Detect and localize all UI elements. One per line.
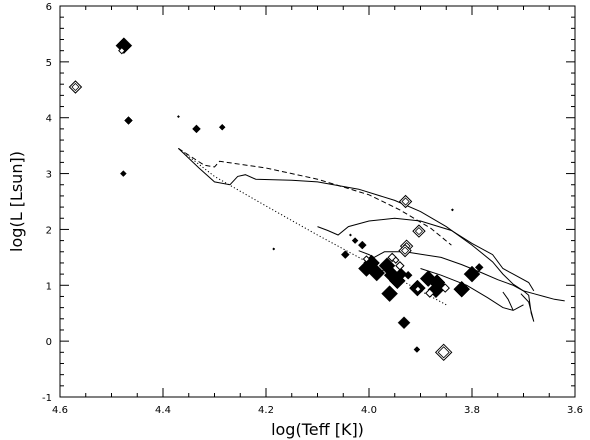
x-tick-label: 3.8 xyxy=(464,405,480,416)
filled-diamond-point xyxy=(368,264,386,282)
track-solid xyxy=(178,148,565,302)
y-tick-label: 4 xyxy=(46,114,52,125)
filled-diamond-point xyxy=(124,116,133,125)
open-diamond-point xyxy=(68,80,83,94)
open-diamond-inner xyxy=(401,197,410,206)
track-solid xyxy=(420,268,524,311)
x-tick-label: 4.0 xyxy=(361,405,377,416)
filled-diamond-point xyxy=(351,237,359,244)
y-tick-label: -1 xyxy=(42,393,52,404)
open-diamond-point xyxy=(118,46,126,55)
filled-diamond-point xyxy=(450,208,454,212)
open-diamond-point xyxy=(362,255,371,263)
evolution-tracks xyxy=(178,147,565,322)
y-tick-label: 1 xyxy=(46,281,52,292)
y-tick-label: 0 xyxy=(46,337,52,348)
y-tick-label: 5 xyxy=(46,58,52,69)
filled-diamond-point xyxy=(218,123,226,131)
x-tick-label: 4.4 xyxy=(155,405,171,416)
filled-diamond-point xyxy=(397,316,411,330)
axis-ticks xyxy=(59,5,576,398)
x-tick-labels: 4.6 4.4 4.2 4.0 3.8 3.6 xyxy=(52,405,583,416)
filled-diamond-point xyxy=(394,267,408,281)
track-dashed xyxy=(178,147,452,246)
filled-diamond-point xyxy=(340,250,350,259)
y-tick-labels: -1 0 1 2 3 4 5 6 xyxy=(42,2,52,404)
y-axis-title: log(L [Lsun]) xyxy=(7,151,26,252)
data-points xyxy=(68,37,484,362)
open-diamond-point xyxy=(398,243,412,258)
track-dotted xyxy=(178,148,447,306)
plot-frame xyxy=(59,5,576,398)
y-tick-label: 6 xyxy=(46,2,52,13)
open-diamond-point xyxy=(440,283,450,293)
open-diamond-point xyxy=(395,261,405,271)
open-diamond-point xyxy=(425,288,435,298)
open-diamond-inner xyxy=(71,82,80,92)
filled-diamond-point xyxy=(357,240,367,250)
filled-diamond-point xyxy=(272,247,276,251)
track-solid xyxy=(502,291,514,311)
filled-diamond-point xyxy=(403,270,413,280)
open-diamond-point xyxy=(398,194,413,209)
open-diamond-point xyxy=(392,256,400,264)
x-tick-label: 4.2 xyxy=(258,405,274,416)
open-diamond-point xyxy=(414,285,422,293)
open-diamond-inner xyxy=(437,346,450,359)
x-tick-label: 4.6 xyxy=(52,405,68,416)
filled-diamond-point xyxy=(413,346,421,353)
track-solid xyxy=(317,217,535,292)
filled-diamond-point xyxy=(119,170,127,177)
open-diamond-point xyxy=(434,343,453,362)
open-diamond-point xyxy=(412,224,426,238)
x-axis-title: log(Teff [K]) xyxy=(271,420,364,439)
filled-diamond-point xyxy=(381,285,398,303)
filled-diamond-point xyxy=(176,115,181,119)
y-tick-label: 2 xyxy=(46,225,52,236)
filled-diamond-point xyxy=(463,265,481,283)
filled-diamond-point xyxy=(474,263,484,272)
x-tick-label: 3.6 xyxy=(567,405,583,416)
filled-diamond-point xyxy=(192,124,201,134)
y-tick-label: 3 xyxy=(46,170,52,181)
open-diamond-inner xyxy=(414,227,424,236)
track-solid xyxy=(358,250,535,322)
filled-diamond-point xyxy=(453,280,471,298)
filled-diamond-point xyxy=(348,233,353,237)
open-diamond-inner xyxy=(400,246,410,255)
